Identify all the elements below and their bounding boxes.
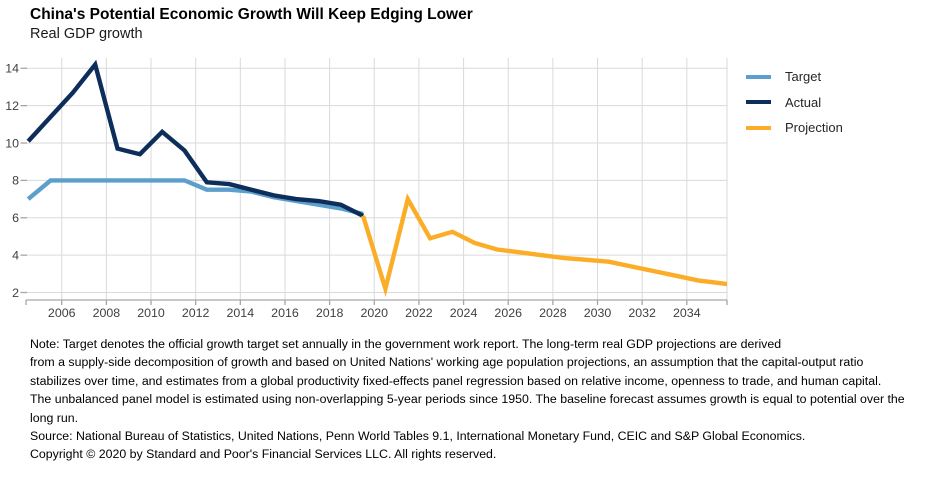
note-line: The unbalanced panel model is estimated … xyxy=(30,392,905,407)
series-line-target xyxy=(26,178,364,217)
note-line: Note: Target denotes the official growth… xyxy=(30,337,782,351)
legend-item-projection: Projection xyxy=(746,115,843,141)
x-tick-label: 2008 xyxy=(93,306,121,320)
legend-swatch xyxy=(746,125,771,130)
legend-item-actual: Actual xyxy=(746,90,843,116)
note-line: stabilizes over time, and estimates from… xyxy=(30,373,882,388)
x-tick-label: 2028 xyxy=(539,306,567,320)
x-tick-label: 2032 xyxy=(628,306,656,320)
legend-label: Projection xyxy=(785,120,843,136)
y-tick-label: 4 xyxy=(12,248,19,262)
chart-legend: Target Actual Projection xyxy=(746,64,843,141)
y-tick-label: 14 xyxy=(5,62,19,76)
line-chart-canvas: 2 4 6 8 10 12 14 2006 2008 2010 2012 2014 2016 2018 20… xyxy=(5,58,728,320)
legend-swatch xyxy=(746,100,771,105)
series-line-actual xyxy=(26,59,365,218)
x-tick-label: 2022 xyxy=(405,306,433,320)
x-tick-label: 2026 xyxy=(494,306,522,320)
x-tick-label: 2020 xyxy=(360,306,388,320)
chart-subtitle: Real GDP growth xyxy=(30,26,143,42)
legend-swatch xyxy=(746,74,771,79)
note-paragraph: Note: Target denotes the official growth… xyxy=(30,335,905,427)
y-tick-label: 2 xyxy=(12,286,19,300)
y-tick-label: 6 xyxy=(12,211,19,225)
x-tick-label: 2034 xyxy=(673,306,701,320)
x-tick-label: 2012 xyxy=(182,306,210,320)
note-line: from a supply-side decomposition of grow… xyxy=(30,355,864,370)
y-tick-label: 10 xyxy=(5,136,19,150)
x-tick-label: 2006 xyxy=(48,306,76,320)
x-tick-label: 2016 xyxy=(271,306,299,320)
x-tick-label: 2014 xyxy=(227,306,255,320)
legend-label: Actual xyxy=(785,94,822,110)
legend-item-target: Target xyxy=(746,64,843,90)
legend-label: Target xyxy=(785,69,822,85)
notes-block: Note: Target denotes the official growth… xyxy=(30,335,905,464)
x-tick-label: 2030 xyxy=(584,306,612,320)
chart-title: China's Potential Economic Growth Will K… xyxy=(30,6,473,23)
copyright-line: Copyright © 2020 by Standard and Poor's … xyxy=(30,447,497,462)
x-tick-label: 2018 xyxy=(316,306,344,320)
source-line: Source: National Bureau of Statistics, U… xyxy=(30,429,806,444)
series-line-projection xyxy=(360,193,727,298)
y-tick-label: 8 xyxy=(12,174,19,188)
x-tick-label: 2024 xyxy=(450,306,478,320)
x-tick-label: 2010 xyxy=(137,306,165,320)
note-line: long run. xyxy=(30,410,79,425)
y-tick-label: 12 xyxy=(5,99,19,113)
